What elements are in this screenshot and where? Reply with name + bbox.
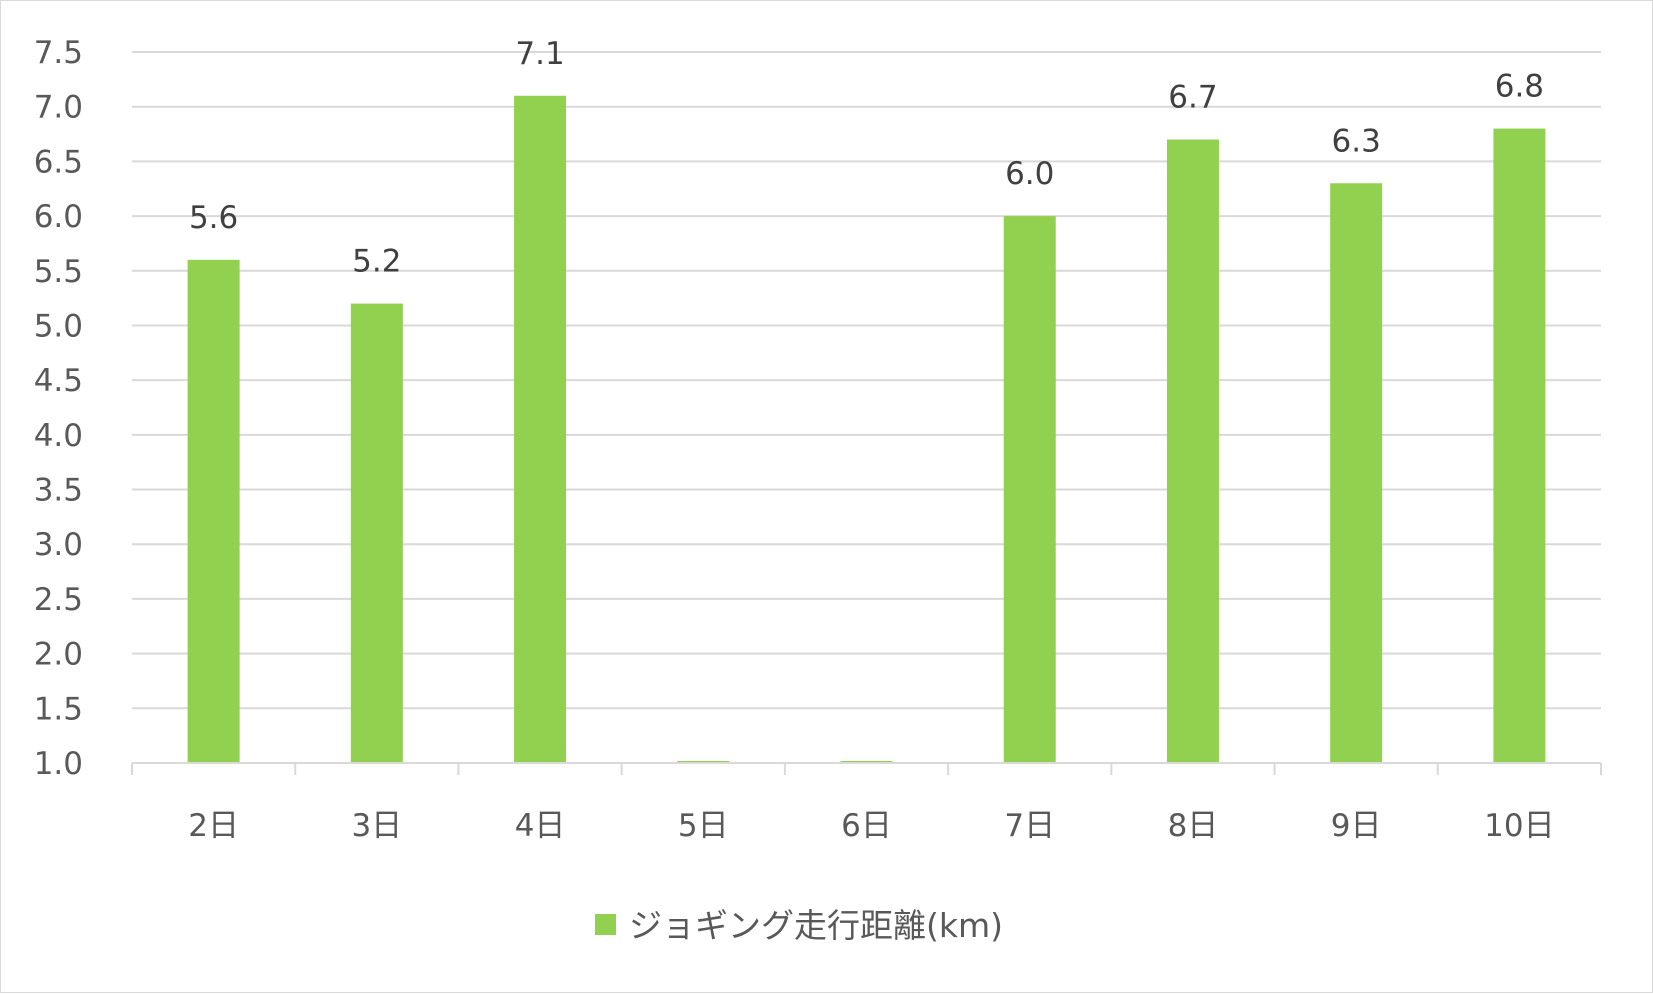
data-label: 6.3 [1332, 123, 1381, 159]
y-tick-label: 6.0 [34, 199, 83, 235]
y-tick-label: 6.5 [34, 144, 83, 180]
y-tick-label: 7.0 [34, 90, 83, 126]
legend-swatch [595, 914, 616, 935]
bars [187, 95, 1546, 764]
x-tick-label: 5日 [678, 808, 729, 844]
y-tick-label: 3.5 [34, 473, 83, 509]
y-tick-label: 4.0 [34, 418, 83, 454]
y-axis-tick-labels: 1.0 1.5 2.0 2.5 3.0 3.5 4.0 4.5 5.0 5.5 6.0 6.5 7.0 7… [34, 35, 83, 782]
x-tick-label: 3日 [351, 808, 402, 844]
y-tick-label: 1.0 [34, 746, 83, 782]
y-tick-label: 7.5 [34, 35, 83, 71]
data-label: 6.0 [1005, 156, 1054, 192]
x-tick-label: 2日 [188, 808, 239, 844]
x-axis [131, 762, 1602, 775]
y-tick-label: 1.5 [34, 691, 83, 727]
x-tick-label: 9日 [1331, 808, 1382, 844]
bar [187, 259, 240, 763]
y-tick-label: 3.0 [34, 527, 83, 563]
bar [1003, 216, 1056, 764]
x-axis-tick-labels: 2日 3日 4日 5日 6日 7日 8日 9日 10日 [188, 808, 1554, 844]
data-label: 6.7 [1168, 80, 1217, 116]
data-label: 5.2 [352, 244, 401, 280]
x-tick-label: 10日 [1484, 808, 1554, 844]
bar [1166, 139, 1219, 763]
data-label: 6.8 [1495, 69, 1544, 105]
bar [514, 95, 567, 763]
y-tick-label: 5.5 [34, 254, 83, 290]
bar [1330, 183, 1383, 763]
x-tick-label: 7日 [1004, 808, 1055, 844]
data-label: 7.1 [515, 36, 564, 72]
bar [1493, 128, 1546, 764]
y-tick-label: 2.0 [34, 637, 83, 673]
y-tick-label: 4.5 [34, 363, 83, 399]
y-tick-label: 5.0 [34, 308, 83, 344]
legend-label: ジョギング走行距離(km) [629, 906, 1003, 945]
x-tick-label: 6日 [841, 808, 892, 844]
x-tick-label: 8日 [1168, 808, 1219, 844]
y-tick-label: 2.5 [34, 582, 83, 618]
x-tick-label: 4日 [515, 808, 566, 844]
bar [350, 303, 403, 763]
legend: ジョギング走行距離(km) [595, 906, 1003, 945]
data-labels: 5.6 5.2 7.1 6.0 6.7 6.3 6.8 [189, 36, 1544, 280]
data-label: 5.6 [189, 200, 238, 236]
